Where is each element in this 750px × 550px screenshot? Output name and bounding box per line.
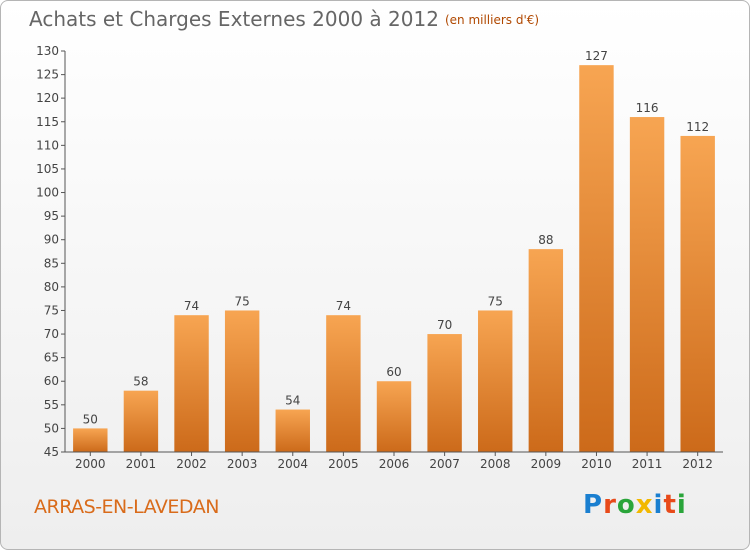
y-tick-label: 105 <box>36 162 59 176</box>
bar-value-label: 127 <box>585 49 608 63</box>
x-tick-label: 2008 <box>480 457 511 471</box>
x-tick-label: 2001 <box>126 457 157 471</box>
bar-2001 <box>123 390 159 452</box>
bar-value-label: 74 <box>336 299 351 313</box>
y-tick-label: 130 <box>36 44 59 58</box>
y-tick-label: 85 <box>44 256 59 270</box>
bar-2005 <box>326 315 361 452</box>
bar-2011 <box>629 117 665 452</box>
logo-letter: t <box>663 490 677 520</box>
y-tick-label: 90 <box>44 233 59 247</box>
y-tick-label: 95 <box>44 209 59 223</box>
chart-unit: (en milliers d'€) <box>444 13 540 27</box>
y-axis: 45 50 55 60 65 70 75 80 85 90 95 100 105 110 115 120 125… <box>36 44 66 459</box>
logo-letter: r <box>603 490 617 520</box>
bar-2000 <box>73 428 108 452</box>
x-tick-label: 2007 <box>429 457 460 471</box>
bar-2006 <box>376 381 412 452</box>
chart-title-text: Achats et Charges Externes 2000 à 2012 <box>29 7 439 31</box>
bar-2004 <box>275 409 310 452</box>
y-tick-label: 110 <box>36 138 59 152</box>
x-tick-label: 2010 <box>581 457 612 471</box>
x-tick-label: 2003 <box>227 457 258 471</box>
x-tick-label: 2011 <box>632 457 663 471</box>
bar-2003 <box>224 310 260 452</box>
bar-2002 <box>174 315 209 452</box>
y-tick-label: 50 <box>44 421 59 435</box>
chart-title: Achats et Charges Externes 2000 à 2012 (e… <box>29 7 539 31</box>
y-tick-label: 55 <box>44 398 59 412</box>
commune-name: ARRAS-EN-LAVEDAN <box>34 496 219 518</box>
bars: 50 58 74 75 54 74 60 70 75 88 127 116 112 <box>73 49 715 452</box>
bar-value-label: 75 <box>488 294 503 308</box>
bar-2012 <box>680 135 715 452</box>
y-tick-label: 120 <box>36 91 59 105</box>
x-tick-label: 2002 <box>176 457 207 471</box>
bar-2010 <box>579 65 614 452</box>
logo-letter: P <box>583 490 604 520</box>
y-tick-label: 65 <box>44 351 59 365</box>
bar-value-label: 50 <box>83 412 98 426</box>
bar-value-label: 60 <box>386 365 401 379</box>
proxiti-logo: Proxiti <box>583 490 687 520</box>
y-tick-label: 100 <box>36 186 59 200</box>
y-tick-label: 80 <box>44 280 59 294</box>
bar-value-label: 88 <box>538 233 553 247</box>
logo-letter: i <box>676 490 687 520</box>
logo-letter: x <box>635 490 654 520</box>
bar-2008 <box>478 310 513 452</box>
y-tick-label: 75 <box>44 303 59 317</box>
y-tick-label: 45 <box>44 445 59 459</box>
bar-value-label: 75 <box>235 294 250 308</box>
x-tick-label: 2012 <box>682 457 713 471</box>
x-tick-label: 2006 <box>379 457 410 471</box>
y-tick-label: 125 <box>36 68 59 82</box>
bar-value-label: 54 <box>285 394 300 408</box>
logo-letter: i <box>653 490 664 520</box>
bar-value-label: 70 <box>437 318 452 332</box>
x-tick-label: 2004 <box>277 457 308 471</box>
logo-letter: o <box>616 490 636 520</box>
y-tick-label: 70 <box>44 327 59 341</box>
bar-value-label: 112 <box>686 120 709 134</box>
bar-2009 <box>528 249 564 452</box>
x-tick-label: 2005 <box>328 457 359 471</box>
y-tick-label: 60 <box>44 374 59 388</box>
y-tick-label: 115 <box>36 115 59 129</box>
x-tick-label: 2000 <box>75 457 106 471</box>
bar-value-label: 58 <box>133 375 148 389</box>
x-tick-label: 2009 <box>531 457 562 471</box>
x-axis: 2000 2001 2002 2003 2004 2005 2006 2007 2008 2009… <box>65 451 723 471</box>
bar-value-label: 116 <box>636 101 659 115</box>
bar-2007 <box>427 334 462 452</box>
bar-value-label: 74 <box>184 299 199 313</box>
